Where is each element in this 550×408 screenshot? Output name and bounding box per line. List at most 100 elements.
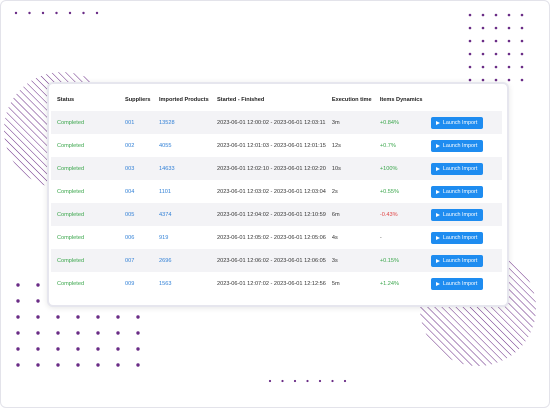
decor-dot [468,52,472,56]
imported-products-link[interactable]: 1101 [159,188,172,195]
decor-dot [96,331,100,335]
decor-dot [116,315,120,319]
decor-dot [36,315,40,319]
started-finished-cell: 2023-06-01 12:03:02 - 2023-06-01 12:03:0… [217,188,326,195]
decor-dot [68,11,72,15]
decor-dot [36,347,40,351]
decor-dot [136,347,140,351]
status-cell: Completed [57,142,85,149]
table-row: Completed 007 2696 2023-06-01 12:06:02 - 20… [51,249,502,272]
decor-dot [520,52,524,56]
play-icon [435,281,440,286]
decor-dot [96,363,100,367]
play-icon [435,189,440,194]
started-finished-cell: 2023-06-01 12:06:02 - 2023-06-01 12:06:0… [211,249,326,272]
items-dynamics-cell: +0.7% [379,142,396,149]
table-row: Completed 004 1101 2023-06-01 12:03:02 - 20… [51,180,502,203]
launch-import-label: Launch Import [442,165,478,172]
decor-dot [76,315,80,319]
decor-dot [468,13,472,17]
decor-dot [481,78,485,82]
decor-dot [507,65,511,69]
col-suppliers: Suppliers [125,96,151,103]
decor-dot [331,379,334,383]
status-cell: Completed [57,188,85,195]
items-dynamics-cell: +1.24% [379,280,399,287]
supplier-link[interactable]: 003 [125,165,135,172]
decor-dot [116,347,120,351]
decor-dot [56,363,60,367]
play-icon [435,212,440,217]
supplier-link[interactable]: 007 [125,257,135,264]
decor-dot [481,39,485,43]
status-cell: Completed [51,249,119,272]
supplier-link[interactable]: 006 [125,234,135,241]
decor-dot [116,331,120,335]
launch-import-button[interactable]: Launch Import [430,139,484,152]
decor-dot [136,363,140,367]
status-cell: Completed [51,111,119,134]
col-started-finished: Started - Finished [217,96,265,103]
col-status: Status [57,96,75,103]
decor-dot [96,315,100,319]
items-dynamics-cell: +0.84% [373,111,425,134]
decor-dot [136,315,140,319]
execution-time-cell: 2s [331,188,338,195]
decor-dot [95,11,99,15]
decor-dot [520,26,524,30]
decor-dot [36,331,40,335]
import-log-panel: Status Suppliers Imported Products Start… [47,82,509,307]
execution-time-cell: 3m [325,111,374,134]
imported-products-link[interactable]: 1563 [159,280,172,287]
imported-products-link[interactable]: 919 [159,234,169,241]
play-icon [435,258,440,263]
launch-import-label: Launch Import [442,280,478,287]
launch-import-button[interactable]: Launch Import [430,116,484,129]
supplier-link[interactable]: 001 [125,119,135,126]
decor-dot [507,52,511,56]
execution-time-cell: 4s [331,234,338,241]
imported-products-link[interactable]: 4055 [159,142,172,149]
table-row: Completed 002 4055 2023-06-01 12:01:03 - 20… [51,134,502,157]
imported-products-link[interactable]: 13528 [159,119,175,126]
decor-dot [14,11,18,15]
play-icon [435,120,440,125]
launch-import-label: Launch Import [442,142,478,149]
supplier-link[interactable]: 002 [125,142,135,149]
decor-dot [268,379,272,383]
decor-dot [507,13,511,17]
decor-dot [481,52,485,56]
dot-grid-top-right [468,13,524,82]
launch-import-button[interactable]: Launch Import [430,254,484,267]
items-dynamics-cell: +0.15% [373,249,425,272]
decor-dot [16,299,20,303]
launch-import-button[interactable]: Launch Import [430,208,484,221]
decor-dot [281,379,284,383]
launch-import-button[interactable]: Launch Import [430,185,484,198]
decor-dot [494,78,498,82]
supplier-link[interactable]: 005 [125,211,135,218]
decor-dot [116,363,120,367]
imported-products-link[interactable]: 4374 [159,211,172,218]
launch-import-label: Launch Import [442,234,478,241]
imported-products-link[interactable]: 14633 [159,165,175,172]
decor-dot [16,331,20,335]
launch-import-label: Launch Import [442,211,478,218]
decor-dot [76,363,80,367]
decor-dot [481,65,485,69]
imported-products-link[interactable]: 2696 [159,257,172,264]
table-header-row: Status Suppliers Imported Products Start… [51,88,502,111]
launch-import-button[interactable]: Launch Import [430,162,484,175]
started-finished-cell: 2023-06-01 12:07:02 - 2023-06-01 12:12:5… [217,280,326,287]
decor-dot [41,11,45,15]
supplier-link[interactable]: 009 [125,280,135,287]
decor-dot [520,78,524,82]
play-icon [435,235,440,240]
execution-time-cell: 10s [325,157,374,180]
execution-time-cell: 5m [331,280,340,287]
supplier-link[interactable]: 004 [125,188,135,195]
decor-dot [36,299,40,303]
launch-import-button[interactable]: Launch Import [430,277,484,290]
launch-import-button[interactable]: Launch Import [430,231,484,244]
execution-time-cell: 12s [331,142,341,149]
